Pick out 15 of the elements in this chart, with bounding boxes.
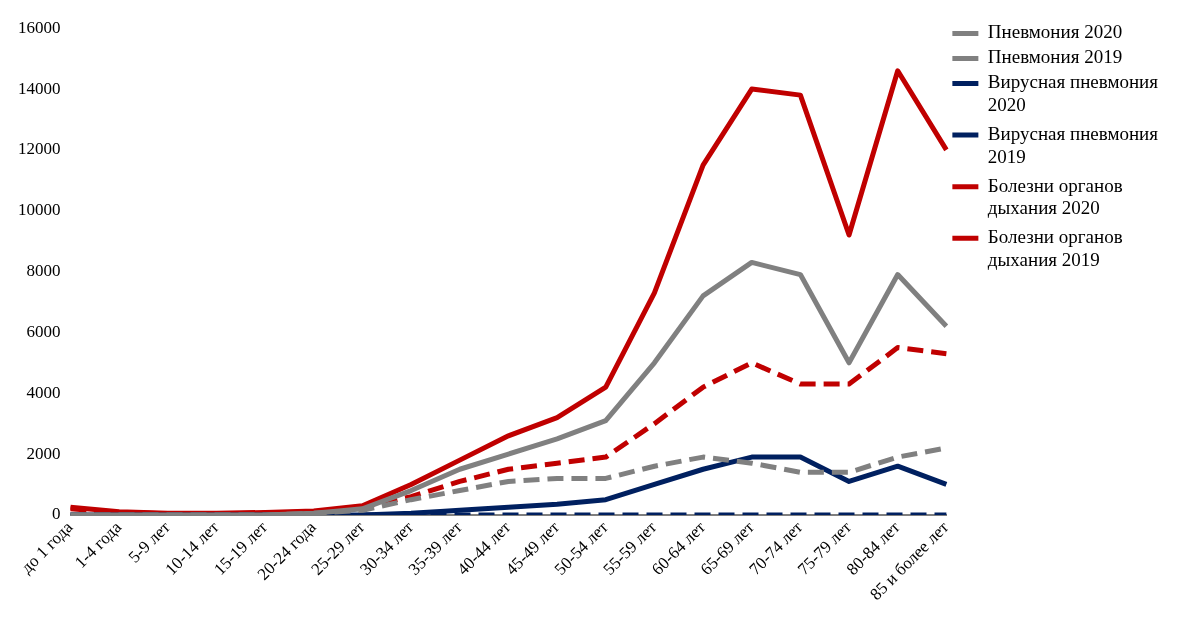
y-tick-label: 14000 [18,78,61,98]
y-tick-label: 12000 [18,139,61,159]
legend-label: Болезни органов дыхания 2019 [987,226,1123,271]
y-tick-label: 8000 [26,261,61,281]
legend-label: Пневмония 2019 [987,46,1123,68]
y-tick-label: 6000 [26,321,61,341]
y-tick-label: 2000 [26,443,61,463]
y-tick-label: 16000 [18,17,61,37]
legend-label: Вирусная пневмония 2019 [987,123,1159,167]
y-tick-label: 4000 [26,382,61,402]
y-tick-label: 0 [52,504,61,524]
legend-label: Болезни органов дыхания 2020 [987,174,1123,219]
y-tick-label: 10000 [18,200,61,220]
legend-label: Вирусная пневмония 2020 [987,71,1159,116]
legend-label: Пневмония 2020 [987,21,1123,43]
